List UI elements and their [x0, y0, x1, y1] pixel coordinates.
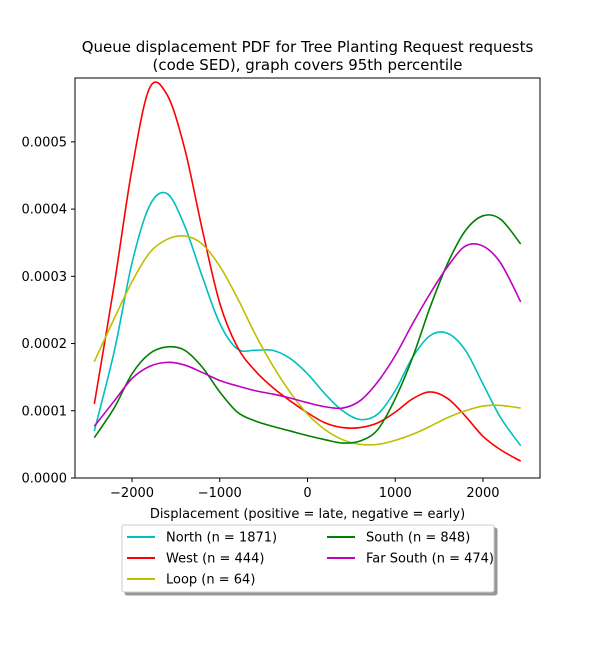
series-line-3 [93, 214, 522, 444]
x-tick-label: −2000 [110, 486, 154, 501]
x-axis-label: Displacement (positive = late, negative … [150, 507, 465, 522]
legend-label: Far South (n = 474) [366, 552, 494, 567]
chart-title-line-2: (code SED), graph covers 95th percentile [153, 56, 463, 74]
y-tick-label: 0.0000 [22, 472, 68, 487]
y-tick-label: 0.0003 [22, 270, 68, 285]
y-tick-label: 0.0004 [22, 203, 68, 218]
series-line-2 [93, 234, 521, 446]
y-tick-label: 0.0002 [22, 337, 68, 352]
series-line-4 [93, 242, 522, 427]
legend-box [121, 524, 495, 593]
x-axis: −2000 −1000 0 1000 2000 [110, 478, 500, 501]
y-tick-label: 0.0001 [22, 404, 68, 419]
x-tick-label: −1000 [198, 486, 242, 501]
legend-label: Loop (n = 64) [166, 573, 255, 588]
chart-title-line-1: Queue displacement PDF for Tree Planting… [82, 38, 534, 56]
legend-label: South (n = 848) [366, 531, 470, 546]
plot-area [74, 77, 541, 479]
legend-label: North (n = 1871) [166, 531, 277, 546]
y-tick-label: 0.0005 [22, 135, 68, 150]
x-tick-label: 2000 [466, 486, 499, 501]
series-line-1 [93, 81, 522, 462]
x-tick-label: 0 [303, 486, 311, 501]
x-tick-label: 1000 [379, 486, 412, 501]
legend-label: West (n = 444) [166, 552, 264, 567]
series-layer [93, 81, 522, 462]
series-line-0 [93, 191, 522, 447]
legend: North (n = 1871) West (n = 444) Loop (n = … [121, 524, 495, 593]
y-axis: 0.0000 0.0001 0.0002 0.0003 0.0004 0.0005 [22, 135, 75, 487]
